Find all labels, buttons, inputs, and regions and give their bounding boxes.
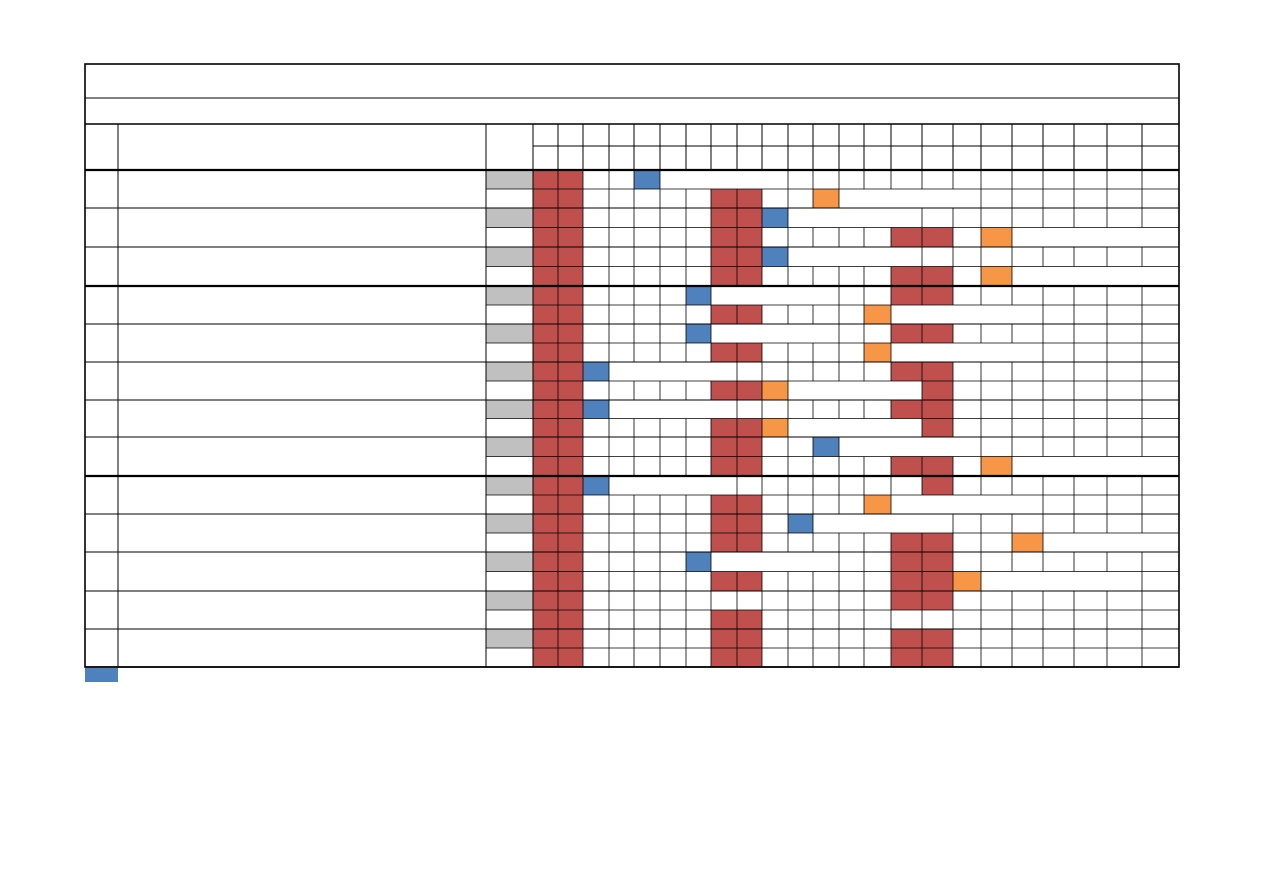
- type-cell-shaded: [486, 437, 533, 457]
- schedule-bar-orange: [953, 571, 981, 591]
- schedule-fills: [486, 170, 1043, 667]
- schedule-bar-red: [711, 571, 762, 591]
- schedule-bar-red: [711, 189, 762, 208]
- type-cell-shaded: [486, 362, 533, 381]
- schedule-bar-orange: [762, 418, 788, 437]
- type-cell-shaded: [486, 514, 533, 533]
- legend-swatch: [85, 668, 118, 682]
- schedule-bar-red: [711, 533, 762, 552]
- schedule-bar-orange: [981, 266, 1012, 286]
- schedule-bar-red: [922, 476, 953, 495]
- schedule-bar-red: [711, 208, 762, 228]
- schedule-bar-blue: [583, 400, 609, 419]
- schedule-bar-orange: [762, 381, 788, 400]
- schedule-bar-red: [711, 629, 762, 648]
- type-cell-shaded: [486, 400, 533, 419]
- schedule-bar-blue: [762, 247, 788, 267]
- schedule-bar-red: [711, 648, 762, 667]
- schedule-bar-orange: [864, 343, 891, 362]
- schedule-bar-blue: [634, 170, 660, 189]
- schedule-bar-red: [711, 418, 762, 437]
- schedule-bar-red: [711, 343, 762, 362]
- type-cell-shaded: [486, 324, 533, 343]
- schedule-bar-blue: [583, 476, 609, 495]
- schedule-bar-red: [711, 456, 762, 476]
- schedule-bar-orange: [981, 456, 1012, 476]
- schedule-bar-orange: [981, 227, 1012, 247]
- schedule-bar-orange: [864, 495, 891, 514]
- schedule-bar-red: [711, 437, 762, 457]
- schedule-bar-blue: [583, 362, 609, 381]
- schedule-bar-orange: [813, 189, 839, 208]
- schedule-bar-orange: [864, 305, 891, 324]
- schedule-bar-blue: [788, 514, 813, 533]
- type-cell-shaded: [486, 476, 533, 495]
- schedule-bar-blue: [686, 324, 711, 343]
- type-cell-shaded: [486, 552, 533, 572]
- schedule-bar-red: [922, 381, 953, 400]
- type-cell-shaded: [486, 286, 533, 305]
- schedule-bar-orange: [1012, 533, 1043, 552]
- type-cell-shaded: [486, 170, 533, 189]
- schedule-bar-blue: [813, 437, 839, 457]
- schedule-bar-blue: [686, 552, 711, 572]
- type-cell-shaded: [486, 591, 533, 610]
- schedule-bar-red: [711, 514, 762, 533]
- schedule-bar-blue: [762, 208, 788, 228]
- schedule-grid: [84, 63, 1180, 668]
- schedule-bar-red: [711, 227, 762, 247]
- type-cell-shaded: [486, 247, 533, 267]
- schedule-bar-red: [711, 495, 762, 514]
- schedule-bar-red: [711, 247, 762, 267]
- schedule-bar-red: [922, 418, 953, 437]
- schedule-bar-red: [711, 305, 762, 324]
- type-cell-shaded: [486, 629, 533, 648]
- schedule-bar-blue: [686, 286, 711, 305]
- schedule-bar-red: [711, 381, 762, 400]
- schedule-bar-red: [711, 266, 762, 286]
- type-cell-shaded: [486, 208, 533, 228]
- schedule-bar-red: [711, 610, 762, 629]
